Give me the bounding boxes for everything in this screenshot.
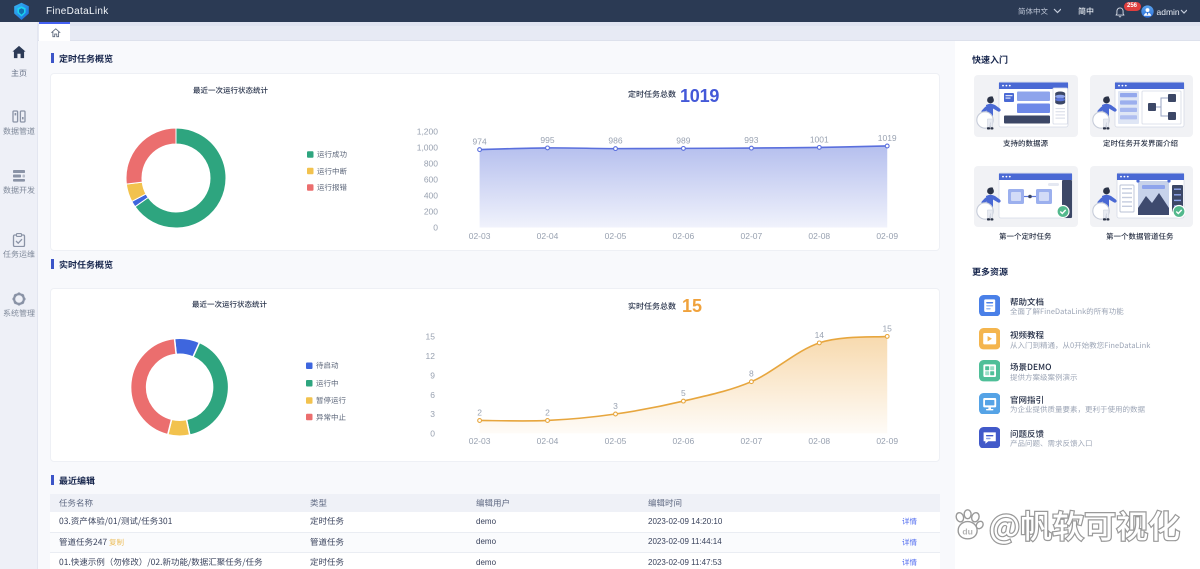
svg-text:1019: 1019 [878, 133, 897, 143]
svg-text:2: 2 [545, 408, 550, 418]
svg-text:974: 974 [473, 137, 487, 147]
svg-text:du: du [962, 526, 973, 536]
svg-text:1001: 1001 [810, 134, 829, 144]
svg-text:15: 15 [882, 323, 892, 333]
svg-text:993: 993 [744, 135, 758, 145]
svg-text:02-08: 02-08 [808, 436, 830, 446]
svg-text:1,000: 1,000 [417, 143, 439, 153]
svg-text:400: 400 [424, 191, 438, 201]
svg-text:989: 989 [676, 135, 690, 145]
svg-text:02-09: 02-09 [876, 231, 898, 241]
svg-text:02-06: 02-06 [673, 436, 695, 446]
svg-text:800: 800 [424, 159, 438, 169]
svg-text:02-08: 02-08 [808, 231, 830, 241]
svg-text:02-09: 02-09 [876, 436, 898, 446]
svg-text:3: 3 [430, 409, 435, 419]
svg-text:0: 0 [430, 429, 435, 439]
svg-text:02-05: 02-05 [605, 436, 627, 446]
svg-text:986: 986 [608, 136, 622, 146]
svg-text:600: 600 [424, 175, 438, 185]
svg-text:02-03: 02-03 [469, 231, 491, 241]
svg-text:12: 12 [426, 351, 436, 361]
svg-text:02-06: 02-06 [673, 231, 695, 241]
svg-text:02-04: 02-04 [537, 231, 559, 241]
svg-text:02-07: 02-07 [741, 436, 763, 446]
svg-text:200: 200 [424, 207, 438, 217]
svg-text:1,200: 1,200 [417, 127, 439, 137]
svg-text:2: 2 [477, 408, 482, 418]
svg-text:15: 15 [426, 332, 436, 342]
svg-text:6: 6 [430, 390, 435, 400]
svg-text:995: 995 [540, 135, 554, 145]
svg-text:8: 8 [749, 369, 754, 379]
svg-text:02-04: 02-04 [537, 436, 559, 446]
svg-text:02-07: 02-07 [741, 231, 763, 241]
svg-text:9: 9 [430, 370, 435, 380]
svg-text:14: 14 [815, 330, 825, 340]
svg-text:02-03: 02-03 [469, 436, 491, 446]
svg-text:02-05: 02-05 [605, 231, 627, 241]
svg-text:0: 0 [433, 223, 438, 233]
svg-text:3: 3 [613, 401, 618, 411]
svg-text:5: 5 [681, 388, 686, 398]
